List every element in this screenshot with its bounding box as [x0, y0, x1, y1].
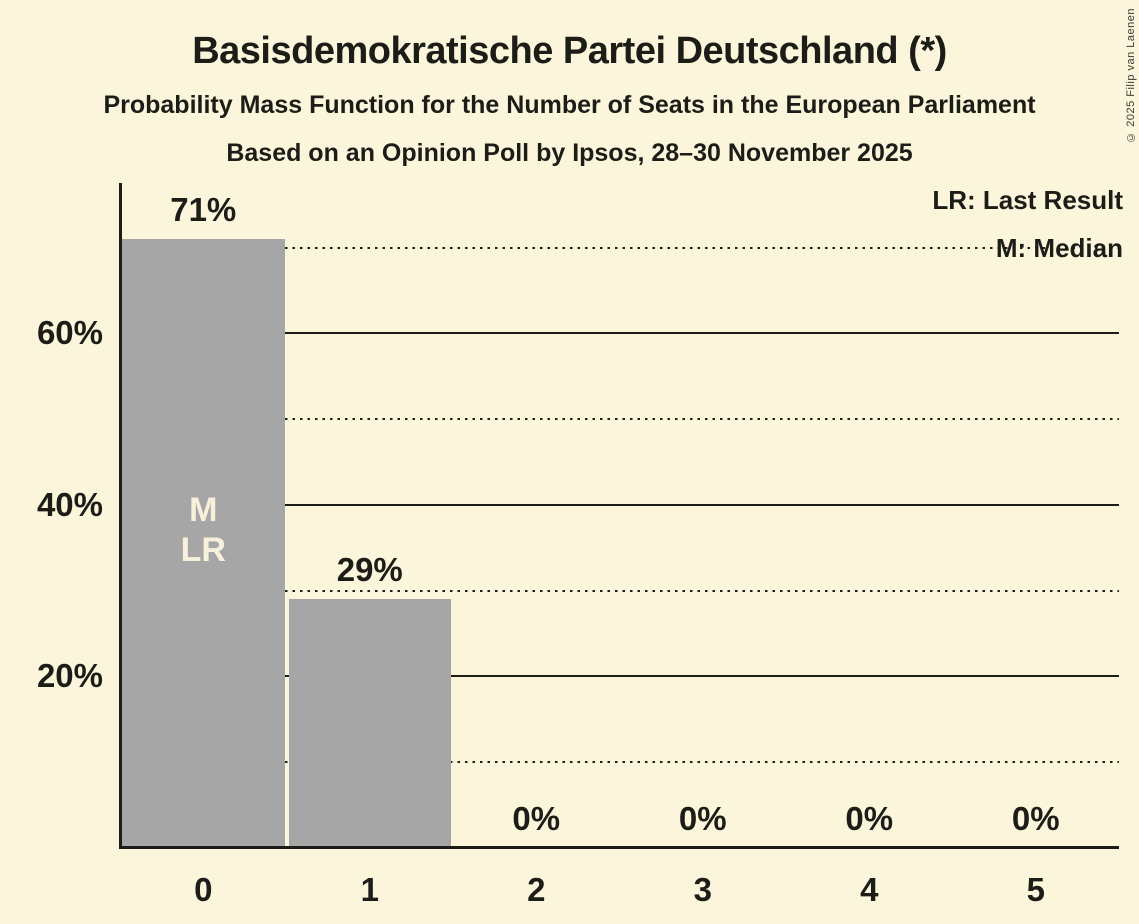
legend-median: M: Median — [995, 233, 1123, 263]
x-tick-label-3: 3 — [693, 871, 712, 908]
x-tick-label-4: 4 — [860, 871, 879, 908]
bar-value-label-1: 29% — [336, 551, 403, 589]
x-axis-line — [119, 846, 1119, 849]
y-tick-label-20pct: 20% — [36, 657, 103, 695]
bar-value-label-5: 0% — [1011, 800, 1060, 837]
x-tick-label-0: 0 — [194, 871, 213, 908]
y-axis-line — [119, 183, 122, 848]
copyright-notice: © 2025 Filip van Laenen — [1125, 8, 1137, 143]
chart-poll-source: Based on an Opinion Poll by Ipsos, 28–30… — [226, 139, 913, 167]
gridline-dotted-10pct — [120, 761, 1119, 764]
gridline-solid-20pct — [120, 675, 1119, 678]
bar-value-label-3: 0% — [678, 800, 727, 837]
bar-seats-1 — [288, 599, 451, 848]
chart-title: Basisdemokratische Partei Deutschland (*… — [192, 30, 947, 72]
legend-last-result: LR: Last Result — [932, 185, 1123, 215]
bar-value-label-2: 0% — [512, 800, 561, 837]
bar-value-label-0: 71% — [170, 191, 237, 229]
x-tick-label-2: 2 — [527, 871, 546, 908]
gridline-solid-60pct — [120, 332, 1119, 335]
marker-line-m: M — [189, 491, 218, 529]
median-last-result-marker: M LR — [181, 490, 226, 570]
chart-subtitle: Probability Mass Function for the Number… — [103, 91, 1036, 119]
x-tick-label-1: 1 — [360, 871, 379, 908]
gridline-dotted-50pct — [120, 418, 1119, 421]
y-tick-label-60pct: 60% — [36, 314, 103, 352]
bar-value-label-4: 0% — [845, 800, 894, 837]
y-tick-label-40pct: 40% — [36, 485, 103, 523]
x-tick-label-5: 5 — [1026, 871, 1045, 908]
plot-area: 71% 29% 0% 0% 0% 0% M LR — [120, 183, 1119, 848]
gridline-dotted-30pct — [120, 589, 1119, 592]
gridline-dotted-70pct — [120, 246, 1119, 249]
bar-seats-0 — [122, 239, 285, 848]
marker-line-lr: LR — [180, 531, 226, 569]
gridline-solid-40pct — [120, 503, 1119, 506]
